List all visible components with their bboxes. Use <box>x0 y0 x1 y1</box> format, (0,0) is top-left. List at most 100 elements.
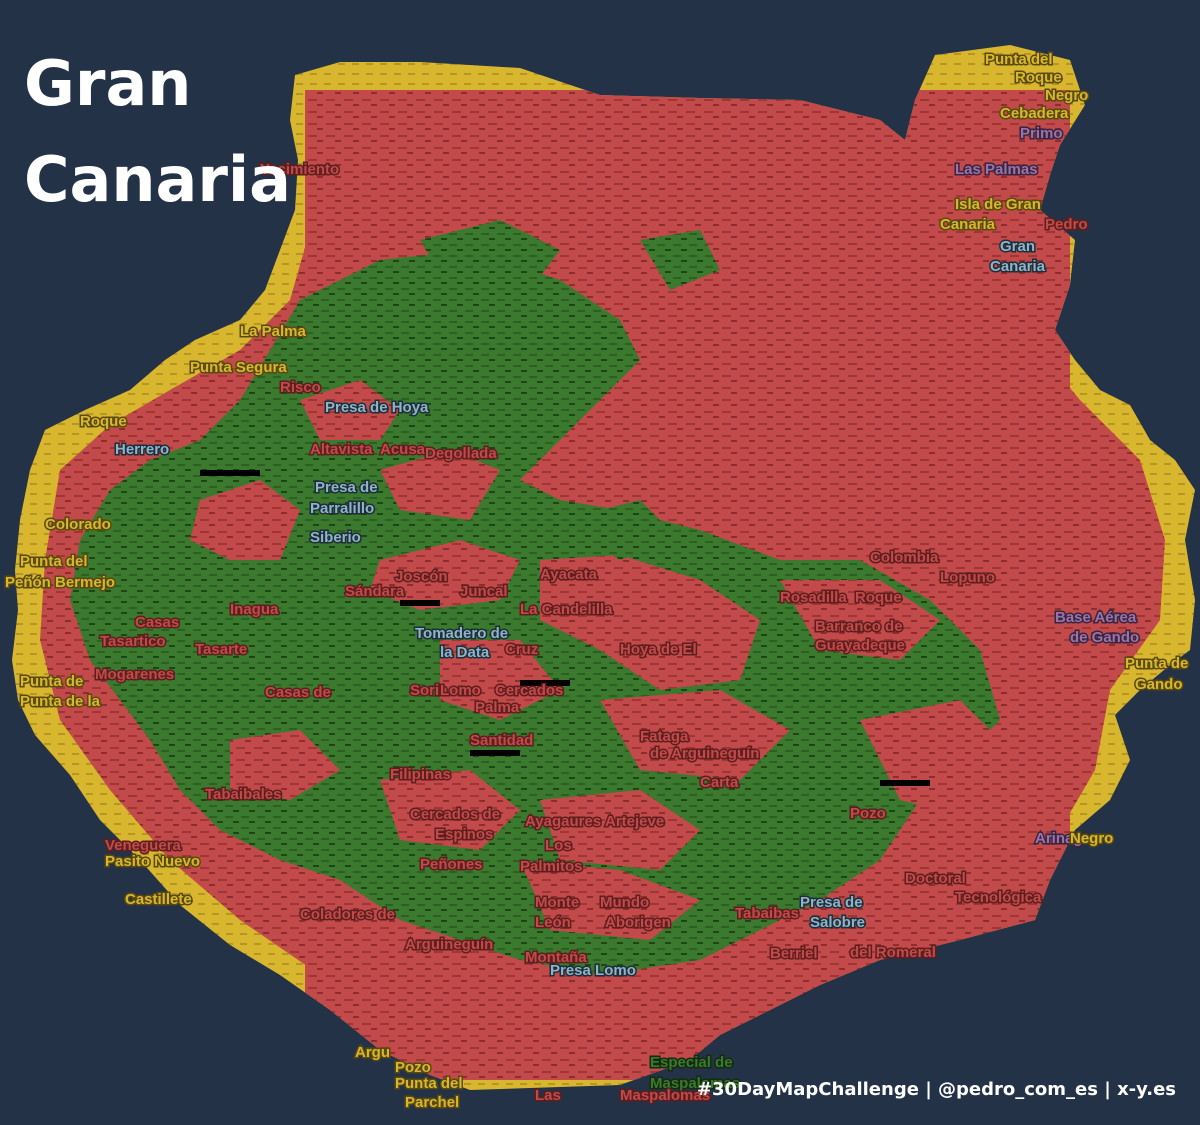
place-label-urban: Cercados <box>495 682 563 699</box>
place-label-urban: Las <box>535 1087 561 1104</box>
place-label-coast: Cebadera <box>1000 105 1069 122</box>
place-label-urban: Lomo <box>440 682 481 699</box>
place-label-coast: Roque <box>1015 69 1062 86</box>
place-label-water: Herrero <box>115 441 169 458</box>
place-label-urban: Juncal <box>460 583 508 600</box>
place-label-forest: Maspalomas <box>650 1075 740 1092</box>
place-label-military: Las Palmas <box>955 161 1038 178</box>
place-label-coast: Punta del <box>20 553 88 570</box>
place-label-coast: Peñón Bermejo <box>5 574 115 591</box>
place-label-military: Arinaga <box>1035 830 1092 847</box>
place-label-water: Siberio <box>310 529 361 546</box>
place-label-urban: Inagua <box>230 601 279 618</box>
place-label-coast: Negro <box>1070 830 1113 847</box>
place-label-urban: Filipinas <box>390 766 451 783</box>
place-label-urban: de Arguineguín <box>650 745 759 762</box>
place-label-coast: Gando <box>1135 676 1183 693</box>
place-label-urban: Artejeve <box>605 813 664 830</box>
place-label-urban: Risco <box>280 379 321 396</box>
place-label-urban: Casas de <box>265 684 331 701</box>
map-title: Gran Canaria <box>24 36 344 228</box>
place-label-urban: Veneguera <box>105 837 182 854</box>
place-label-urban: Degollada <box>425 445 497 462</box>
place-label-coast: Punta Segura <box>190 359 287 376</box>
place-label-urban: Tasarte <box>195 641 247 658</box>
place-label-military: Base Aérea <box>1055 609 1137 626</box>
place-label-urban: Ayacata <box>540 566 598 583</box>
place-label-urban: Palmitos <box>520 858 583 875</box>
place-label-urban: Lopuno <box>940 569 995 586</box>
place-label-urban: Mundo <box>600 894 649 911</box>
place-label-forest: Especial de <box>650 1054 733 1071</box>
place-label-urban: Pedro <box>1045 216 1088 233</box>
place-label-water: la Data <box>440 644 490 661</box>
map-title-line-1: Gran <box>24 47 192 120</box>
place-label-coast: Castillete <box>125 891 192 908</box>
place-label-urban: Sándara <box>345 583 405 600</box>
place-label-urban: Tasartico <box>100 633 166 650</box>
place-label-urban: Casas <box>135 614 179 631</box>
place-label-urban: Carta <box>700 774 739 791</box>
place-label-urban: Aborigen <box>605 914 671 931</box>
place-label-urban: Berriel <box>770 945 818 962</box>
place-label-water: Canaria <box>990 258 1046 275</box>
place-label-coast: Argu <box>355 1044 390 1061</box>
place-label-water: Presa de <box>315 479 378 496</box>
place-label-urban: Roque <box>855 589 902 606</box>
place-label-urban: Santidad <box>470 732 533 749</box>
place-label-urban: Cruz <box>505 641 538 658</box>
place-label-coast: Punta del <box>985 51 1053 68</box>
place-label-water: Presa de <box>800 894 863 911</box>
place-label-urban: Hoya de El <box>620 641 697 658</box>
place-label-coast: Colorado <box>45 516 111 533</box>
place-label-military: Primo <box>1020 125 1063 142</box>
place-label-coast: Canaria <box>940 216 996 233</box>
place-label-urban: Mogarenes <box>95 666 174 683</box>
place-label-coast: Punta del <box>395 1075 463 1092</box>
place-label-urban: Palma <box>475 699 520 716</box>
place-label-military: de Gando <box>1070 629 1139 646</box>
place-label-coast: Punta de <box>1125 655 1188 672</box>
place-label-coast: Parchel <box>405 1094 459 1111</box>
place-label-water: Parralillo <box>310 500 374 517</box>
place-label-water: Presa de Hoya <box>325 399 429 416</box>
place-label-urban: La Candelilla <box>520 601 613 618</box>
forest-region <box>70 250 1000 975</box>
place-label-urban: Maspalomas <box>620 1087 710 1104</box>
place-label-urban: Cercados de <box>410 806 500 823</box>
place-label-coast: Pasito Nuevo <box>105 853 200 870</box>
place-label-urban: Ayagaures <box>525 813 601 830</box>
place-label-urban: Peñones <box>420 856 483 873</box>
place-label-urban: Guayadeque <box>815 637 905 654</box>
place-label-coast: Isla de Gran <box>955 196 1041 213</box>
place-label-water: Presa Lomo <box>550 962 636 979</box>
place-label-urban: Colombia <box>870 549 939 566</box>
place-label-water: Salobre <box>810 914 865 931</box>
place-label-urban: Yacimiento <box>260 161 339 178</box>
place-label-coast: La Palma <box>240 323 307 340</box>
place-label-urban: del Romeral <box>850 944 936 961</box>
place-label-urban: Arguineguín <box>405 936 493 953</box>
place-label-urban: Coladores de <box>300 906 395 923</box>
place-label-urban: Altavista <box>310 441 373 458</box>
place-label-urban: Soria <box>410 682 448 699</box>
place-label-urban: Tecnológica <box>955 889 1042 906</box>
place-label-urban: Acusa <box>380 441 426 458</box>
place-label-urban: Tabaibales <box>205 786 281 803</box>
place-label-coast: Punta de la <box>20 693 101 710</box>
place-label-urban: Montaña <box>525 949 587 966</box>
place-label-urban: Joscón <box>395 568 448 585</box>
map-title-line-2: Canaria <box>24 143 291 217</box>
place-label-urban: Fataga <box>640 728 689 745</box>
place-label-urban: León <box>535 914 571 931</box>
place-label-urban: Tabaibas <box>735 905 799 922</box>
place-label-urban: Pozo <box>850 805 886 822</box>
place-label-urban: Los <box>545 837 572 854</box>
place-label-coast: Pozo <box>395 1059 431 1076</box>
place-label-urban: Monte <box>535 894 579 911</box>
place-label-coast: Roque <box>80 413 127 430</box>
